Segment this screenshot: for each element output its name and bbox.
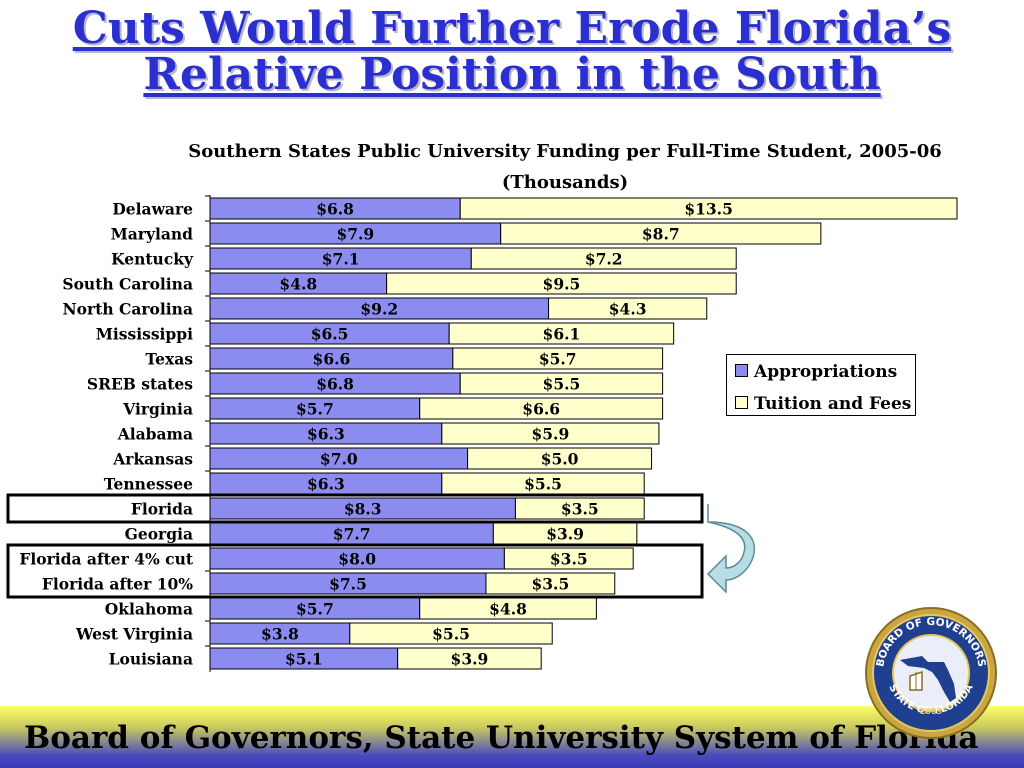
slide-title-line-1: Cuts Would Further Erode Florida’s <box>72 3 952 54</box>
bar-tuition <box>459 197 958 220</box>
chart-title-line-2: (Thousands) <box>501 172 629 193</box>
slide-title-line-2: Relative Position in the South <box>143 49 881 100</box>
bar-value-label: $5.5 <box>432 625 470 644</box>
board-of-governors-seal-logo: BOARD OF GOVERNORS STATE OF FLORIDA 2003 <box>865 607 997 739</box>
svg-text:2003: 2003 <box>920 707 942 716</box>
bar-value-label: $5.0 <box>541 450 579 469</box>
bar-value-label: $7.9 <box>336 225 374 244</box>
category-label: South Carolina <box>62 275 193 294</box>
category-label: Alabama <box>117 425 193 444</box>
category-label: Louisiana <box>109 650 193 669</box>
curved-arrow-icon <box>706 504 756 594</box>
category-label: North Carolina <box>63 300 193 319</box>
category-label: West Virginia <box>75 625 193 644</box>
highlight-box-0 <box>6 493 704 524</box>
bar-value-label: $4.8 <box>279 275 317 294</box>
bar-tuition <box>419 397 664 420</box>
category-label: Oklahoma <box>105 600 193 619</box>
bar-value-label: $3.9 <box>546 525 584 544</box>
bar-value-label: $8.7 <box>642 225 680 244</box>
category-label: SREB states <box>87 375 193 394</box>
bar-tuition <box>419 597 597 620</box>
bar-tuition <box>448 322 675 345</box>
bar-tuition <box>441 422 660 445</box>
bar-value-label: $6.8 <box>316 375 354 394</box>
category-label: Texas <box>145 350 193 369</box>
bar-tuition <box>485 572 616 595</box>
footer-band <box>0 706 1024 768</box>
bar-value-label: $4.3 <box>609 300 647 319</box>
category-label: Virginia <box>122 400 193 419</box>
bar-value-label: $13.5 <box>684 200 733 219</box>
bar-value-label: $5.5 <box>543 375 581 394</box>
category-label: Tennessee <box>104 475 193 494</box>
bar-value-label: $5.5 <box>524 475 562 494</box>
bar-value-label: $6.6 <box>313 350 351 369</box>
category-label: Florida <box>131 500 193 519</box>
bar-value-label: $6.8 <box>316 200 354 219</box>
bar-value-label: $5.7 <box>539 350 577 369</box>
legend-swatch-appropriations <box>735 364 748 377</box>
bar-tuition <box>514 497 645 520</box>
bar-value-label: $3.5 <box>550 550 588 569</box>
category-label: Delaware <box>112 200 193 219</box>
legend-label-appropriations: Appropriations <box>754 362 898 382</box>
bar-value-label: $6.1 <box>543 325 581 344</box>
bar-tuition <box>467 447 653 470</box>
bar-tuition <box>386 272 737 295</box>
bar-tuition <box>470 247 737 270</box>
bar-value-label: $4.8 <box>489 600 527 619</box>
bar-value-label: $3.5 <box>531 575 569 594</box>
bar-value-label: $9.2 <box>360 300 398 319</box>
bar-value-label: $7.5 <box>329 575 367 594</box>
bar-value-label: $5.1 <box>285 650 323 669</box>
bar-value-label: $7.0 <box>320 450 358 469</box>
bar-value-label: $6.6 <box>522 400 560 419</box>
bar-value-label: $6.5 <box>311 325 349 344</box>
legend-swatch-tuition <box>735 396 748 409</box>
bar-tuition <box>492 522 638 545</box>
category-label: Maryland <box>111 225 194 244</box>
bar-value-label: $3.5 <box>561 500 599 519</box>
bar-value-label: $3.9 <box>451 650 489 669</box>
highlight-box-1 <box>6 543 704 599</box>
bar-tuition <box>441 472 645 495</box>
bar-value-label: $9.5 <box>543 275 581 294</box>
bar-value-label: $6.3 <box>307 425 345 444</box>
bar-value-label: $3.8 <box>261 625 299 644</box>
bar-tuition <box>452 347 664 370</box>
bar-value-label: $7.7 <box>333 525 371 544</box>
bar-tuition <box>500 222 822 245</box>
bar-tuition <box>349 622 553 645</box>
chart-title-line-1: Southern States Public University Fundin… <box>188 141 942 162</box>
chart-title: Southern States Public University Fundin… <box>160 136 970 198</box>
bar-value-label: $8.0 <box>338 550 376 569</box>
legend-item-tuition: Tuition and Fees <box>735 393 911 415</box>
category-label: Kentucky <box>111 250 194 269</box>
legend-item-appropriations: Appropriations <box>735 361 897 383</box>
category-label: Mississippi <box>96 325 193 344</box>
bar-value-label: $6.3 <box>307 475 345 494</box>
slide-title: Cuts Would Further Erode Florida’s Relat… <box>0 6 1024 98</box>
bar-value-label: $5.9 <box>531 425 569 444</box>
category-label: Florida after 10% <box>42 575 193 594</box>
bar-tuition <box>397 647 542 670</box>
chart-legend: Appropriations Tuition and Fees <box>726 354 916 416</box>
bar-value-label: $7.2 <box>585 250 623 269</box>
bar-value-label: $5.7 <box>296 600 334 619</box>
category-label: Florida after 4% cut <box>19 550 193 569</box>
bar-tuition <box>548 297 708 320</box>
category-label: Georgia <box>125 525 193 544</box>
bar-tuition <box>503 547 634 570</box>
bar-value-label: $5.7 <box>296 400 334 419</box>
bar-value-label: $8.3 <box>344 500 382 519</box>
footer-text: Board of Governors, State University Sys… <box>24 720 979 756</box>
bar-value-label: $7.1 <box>322 250 360 269</box>
category-label: Arkansas <box>112 450 193 469</box>
legend-label-tuition: Tuition and Fees <box>754 394 912 414</box>
bar-tuition <box>459 372 664 395</box>
